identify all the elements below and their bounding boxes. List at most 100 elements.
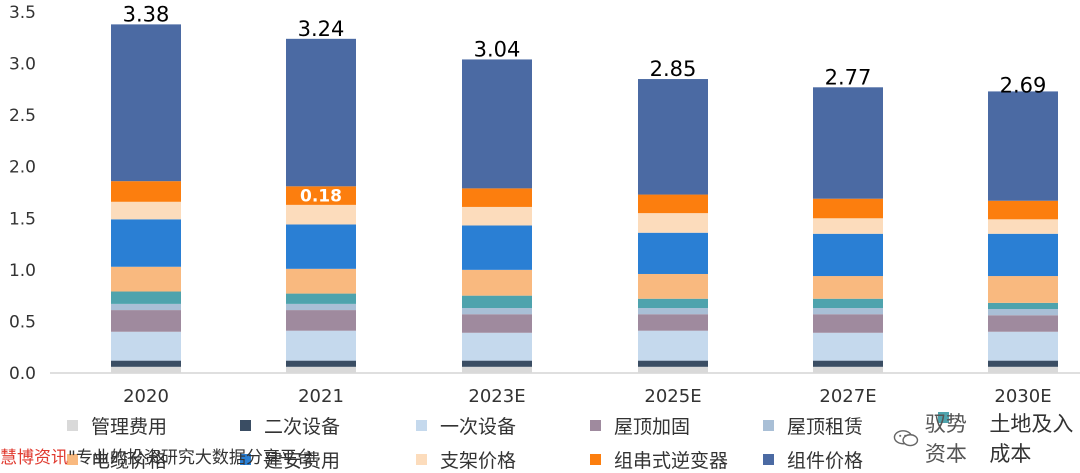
watermark-left: 慧博资讯"专业的投资研究大数据分享平台 (0, 443, 314, 468)
legend-item-roof-lease: 屋顶租赁 (763, 412, 863, 439)
total-label: 2.77 (825, 65, 872, 89)
legend-label: 组件价格 (787, 450, 864, 472)
bar-segment (813, 366, 883, 373)
bar-segment (813, 332, 883, 361)
legend-swatch (67, 420, 78, 431)
total-label: 2.69 (1000, 74, 1047, 98)
bar-segment (286, 360, 356, 367)
bar-segment (462, 188, 532, 207)
watermark-right: 驭势资本 土地及入成本 (893, 408, 1080, 468)
watermark-right-text: 驭势资本 (924, 412, 967, 466)
bar-segment (111, 201, 181, 220)
legend-item-land (938, 412, 962, 423)
legend-item-cable: 电缆价格 (67, 446, 167, 473)
bar-segment (813, 360, 883, 367)
y-tick-label: 1.5 (9, 209, 36, 229)
legend-label: 屋顶租赁 (787, 416, 864, 438)
bar-segment (286, 366, 356, 373)
legend-item-installation: 建安费用 (240, 446, 340, 473)
wechat-icon (893, 430, 919, 447)
bar-segment (286, 293, 356, 304)
bar-segment (988, 91, 1058, 201)
stacked-bar-chart: 0.00.51.01.52.02.53.03.5 0.18 3.383.243.… (9, 2, 1080, 405)
legend-swatch (416, 420, 427, 431)
bar-segment (988, 315, 1058, 332)
total-label: 3.38 (123, 2, 170, 26)
legend-swatch (590, 420, 601, 431)
bar-segment (462, 308, 532, 315)
legend-swatch (240, 454, 251, 465)
legend: 管理费用 二次设备 一次设备 屋顶加固 屋顶租赁 电缆价格 建安费用 支架价格 … (0, 408, 1080, 472)
legend-item-bracket: 支架价格 (416, 446, 516, 473)
bar-segment (111, 291, 181, 304)
x-axis: 2020 2021 2023E 2025E 2027E 2030E (123, 386, 1052, 405)
data-label: 0.18 (300, 187, 342, 207)
bar-segment (638, 314, 708, 331)
legend-swatch (590, 454, 601, 465)
legend-label: 二次设备 (264, 416, 341, 438)
bar-segment (638, 194, 708, 214)
legend-swatch (763, 420, 774, 431)
bar-segment (988, 331, 1058, 361)
bar-segment (988, 219, 1058, 234)
bar-segment (813, 87, 883, 199)
bar-segment (988, 276, 1058, 303)
y-axis: 0.0 0.5 1.0 1.5 2.0 2.5 3.0 3.5 (9, 3, 1080, 384)
bar-segment (988, 360, 1058, 367)
legend-label-land: 土地及入成本 (989, 412, 1074, 466)
bar-segment (988, 309, 1058, 316)
bar-segment (286, 303, 356, 311)
x-tick-label: 2025E (644, 386, 701, 405)
watermark-brand: 慧博资讯 (0, 448, 68, 468)
total-labels: 3.38 3.24 3.04 2.85 2.77 2.69 (123, 2, 1047, 97)
y-tick-label: 0.5 (9, 312, 36, 332)
bar-segment (988, 233, 1058, 277)
bar-segment (111, 360, 181, 367)
legend-label: 管理费用 (91, 416, 168, 438)
total-label: 3.04 (474, 37, 521, 61)
legend-swatch (67, 454, 78, 465)
bar-segment (462, 366, 532, 373)
y-tick-label: 2.5 (9, 106, 36, 126)
x-tick-label: 2020 (123, 386, 169, 405)
legend-item-management: 管理费用 (67, 412, 167, 439)
bar-segment (462, 314, 532, 333)
y-tick-label: 3.5 (9, 3, 36, 23)
bar-segment (462, 360, 532, 367)
bar-segment (813, 233, 883, 277)
legend-item-roof-reinforcement: 屋顶加固 (590, 412, 690, 439)
bar-segment (111, 24, 181, 182)
x-tick-label: 2027E (819, 386, 876, 405)
legend-item-secondary-equipment: 二次设备 (240, 412, 340, 439)
bar-segment (638, 232, 708, 274)
y-tick-label: 3.0 (9, 55, 36, 75)
bar-segment (462, 225, 532, 270)
y-tick-label: 0.0 (9, 364, 36, 384)
legend-label: 支架价格 (440, 450, 517, 472)
total-label: 2.85 (650, 57, 697, 81)
x-tick-label: 2030E (994, 386, 1051, 405)
legend-swatch (938, 412, 949, 423)
legend-item-primary-equipment: 一次设备 (416, 412, 516, 439)
bar-segment (111, 181, 181, 202)
bar-segment (988, 200, 1058, 220)
bar-segment (813, 218, 883, 234)
bar-segment (638, 79, 708, 195)
legend-swatch (416, 454, 427, 465)
bar-segment (638, 308, 708, 315)
bar-segment (286, 268, 356, 294)
bar-segment (462, 269, 532, 296)
bar-segment (286, 186, 356, 205)
bar-segment (286, 310, 356, 331)
bar-segment (813, 298, 883, 309)
bar-segment (638, 330, 708, 361)
bar-segment (638, 366, 708, 373)
bar-segment (111, 266, 181, 292)
y-tick-label: 1.0 (9, 261, 36, 281)
legend-label: 建安费用 (264, 450, 341, 472)
legend-item-string-inverter: 组串式逆变器 (590, 446, 728, 473)
bar-segment (813, 314, 883, 333)
bar-segment (638, 298, 708, 309)
bar-segment (638, 360, 708, 367)
bar-segment (462, 59, 532, 189)
